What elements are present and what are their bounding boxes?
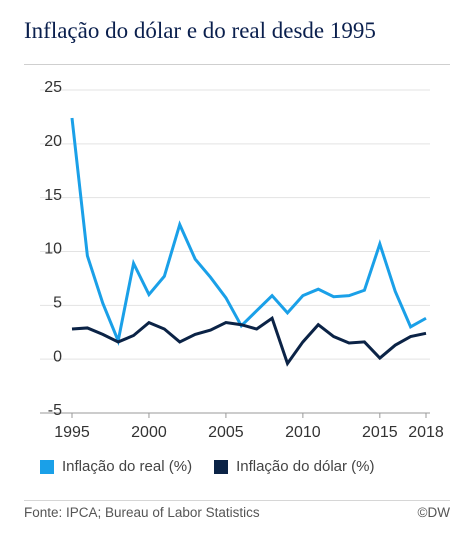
legend-swatch-real — [40, 459, 54, 474]
x-axis-ticks: 1995 2000 2005 2010 2015 2018 — [54, 413, 444, 441]
x-tick-label: 2018 — [408, 424, 444, 441]
y-tick-label: 5 — [53, 295, 62, 312]
y-tick-label: 25 — [44, 79, 62, 96]
x-tick-label: 1995 — [54, 424, 90, 441]
footer-divider — [24, 500, 450, 501]
x-tick-label: 2005 — [208, 424, 244, 441]
y-tick-label: 10 — [44, 241, 62, 258]
y-tick-label: -5 — [48, 402, 62, 419]
title-divider — [24, 64, 450, 65]
x-tick-label: 2000 — [131, 424, 167, 441]
legend-label-real: Inflação do real (%) — [62, 458, 193, 475]
y-tick-label: 20 — [44, 133, 62, 150]
series-line-dolar — [71, 315, 427, 367]
legend-swatch-dolar — [214, 459, 229, 474]
x-tick-label: 2010 — [285, 424, 321, 441]
chart-title: Inflação do dólar e do real desde 1995 — [24, 18, 376, 43]
series-line-real — [70, 117, 427, 347]
legend-item-real: Inflação do real (%) — [40, 458, 192, 475]
legend-label-dolar: Inflação do dólar (%) — [236, 458, 375, 475]
brand-logo: ©DW — [417, 505, 450, 520]
y-tick-label: 0 — [53, 348, 62, 365]
series-lines — [70, 117, 427, 367]
y-tick-label: 15 — [44, 187, 62, 204]
footer: Fonte: IPCA; Bureau of Labor Statistics … — [24, 505, 450, 520]
y-axis-ticks: 25 20 15 10 5 0 -5 — [44, 79, 62, 419]
grid-lines — [40, 89, 430, 414]
legend: Inflação do real (%) Inflação do dólar (… — [40, 458, 396, 475]
source-text: Fonte: IPCA; Bureau of Labor Statistics — [24, 505, 260, 520]
legend-item-dolar: Inflação do dólar (%) — [214, 458, 374, 475]
x-tick-label: 2015 — [362, 424, 398, 441]
